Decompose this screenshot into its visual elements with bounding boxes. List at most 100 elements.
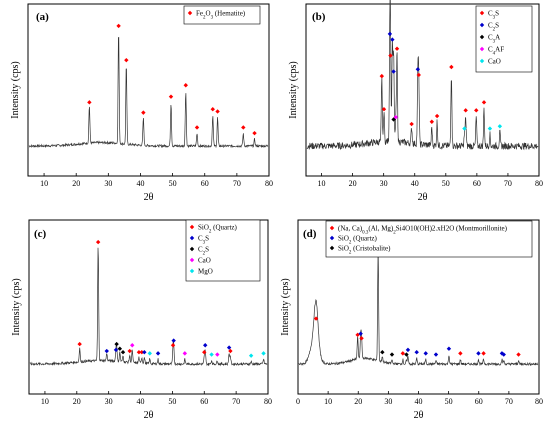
panel-label: (a) (36, 11, 49, 23)
x-tick-label: 30 (384, 397, 392, 406)
peak-marker (359, 336, 364, 341)
peak-marker (387, 31, 393, 37)
legend-label: C2S (488, 22, 499, 33)
peak-marker (458, 351, 463, 356)
peak-marker (116, 23, 121, 29)
legend-marker (189, 246, 195, 252)
x-tick-label: 60 (201, 179, 209, 188)
peak-marker (215, 109, 220, 114)
peak-marker (202, 350, 207, 355)
x-tick-label: 60 (200, 397, 208, 406)
peak-marker (120, 350, 126, 355)
peak-marker (252, 130, 257, 136)
peak-marker (77, 341, 82, 347)
peak-marker (501, 352, 506, 357)
x-axis-label: 2θ (414, 410, 424, 421)
legend-label: Fe2O3 (Hematite) (196, 10, 246, 21)
panel-label: (c) (34, 228, 47, 240)
peak-marker (416, 72, 421, 78)
peak-marker (182, 351, 188, 356)
xrd-panel-4: 0 10 20 30 40 50 60 70 80 2θ Intensity (cps) (d) (Na… (280, 219, 543, 421)
plot-frame (28, 219, 269, 395)
legend-marker (189, 257, 195, 263)
legend-marker (329, 245, 335, 251)
x-tick-label: 20 (72, 179, 80, 188)
peak-marker (449, 64, 454, 70)
peak-marker (261, 351, 266, 356)
x-tick-label: 10 (324, 397, 332, 406)
x-tick-label: 80 (265, 179, 273, 188)
y-axis-label: Intensity (cps) (288, 61, 299, 119)
peak-marker (391, 69, 396, 74)
peak-marker (136, 350, 142, 355)
peak-marker (390, 37, 395, 42)
legend-label: CaO (488, 58, 501, 66)
legend-label: (Na, Ca)0.3(Al, Mg)2Si4O10(OH)2.xH2O (Mo… (338, 225, 508, 236)
plot-frame (305, 3, 540, 177)
peak-marker (381, 106, 387, 112)
panel-label: (b) (312, 11, 326, 23)
legend-marker (479, 34, 485, 40)
peak-marker (474, 108, 479, 113)
y-axis-label: Intensity (cps) (10, 61, 21, 119)
peak-marker (209, 352, 214, 357)
plot-frame (27, 3, 270, 177)
x-tick-label: 60 (473, 179, 481, 188)
xrd-panel-1: 10 20 30 40 50 60 70 80 2θ Intensity (cps) (a) Fe2O… (10, 3, 273, 203)
x-axis-label: 2θ (144, 192, 154, 203)
peak-marker (170, 343, 176, 348)
x-tick-label: 30 (104, 179, 112, 188)
x-axis-label: 2θ (144, 410, 154, 421)
peak-marker (130, 343, 135, 348)
x-tick-label: 80 (264, 397, 272, 406)
x-tick-label: 10 (40, 179, 48, 188)
legend-marker (329, 225, 335, 231)
peak-marker (228, 348, 233, 354)
legend-marker (189, 268, 195, 274)
xrd-panel-3: 10 20 30 40 50 60 70 80 2θ Intensity (cps) (c) SiO2… (11, 219, 272, 421)
x-tick-label: 80 (535, 179, 543, 188)
x-tick-label: 50 (442, 179, 450, 188)
peak-marker (241, 125, 246, 130)
panel-label: (d) (303, 228, 317, 240)
peak-marker (433, 352, 439, 357)
peak-marker (497, 124, 503, 129)
peak-marker (215, 352, 220, 357)
peak-marker (393, 114, 398, 120)
peak-marker (358, 331, 363, 336)
peak-marker (415, 67, 421, 72)
peak-marker (95, 239, 101, 245)
legend-marker (479, 46, 485, 52)
legend-label: MgO (198, 268, 213, 276)
peak-marker (142, 350, 147, 355)
peak-marker (194, 125, 200, 130)
y-axis-label: Intensity (cps) (11, 278, 22, 336)
peak-marker (462, 126, 467, 131)
peak-marker (127, 348, 132, 354)
legend-box (475, 5, 533, 73)
peak-marker (117, 346, 123, 351)
peak-marker (476, 351, 481, 356)
peak-marker (429, 119, 435, 124)
peak-marker (171, 338, 176, 343)
legend-marker (189, 224, 195, 230)
x-tick-label: 20 (73, 397, 81, 406)
peak-marker (405, 347, 411, 353)
x-tick-label: 30 (380, 179, 388, 188)
peak-marker (414, 350, 419, 355)
x-tick-label: 40 (411, 179, 419, 188)
legend-marker (479, 22, 485, 28)
legend-marker (187, 10, 193, 16)
legend-marker (329, 235, 335, 241)
peak-marker (210, 106, 215, 112)
x-tick-label: 0 (296, 397, 300, 406)
xrd-trace (29, 247, 268, 367)
peak-marker (423, 351, 428, 356)
peak-marker (124, 57, 129, 63)
legend-label: SiO2 (Quartz) (198, 224, 238, 235)
x-tick-label: 10 (41, 397, 49, 406)
x-tick-label: 60 (475, 397, 483, 406)
legend-box (325, 220, 533, 258)
peak-marker (141, 110, 146, 115)
